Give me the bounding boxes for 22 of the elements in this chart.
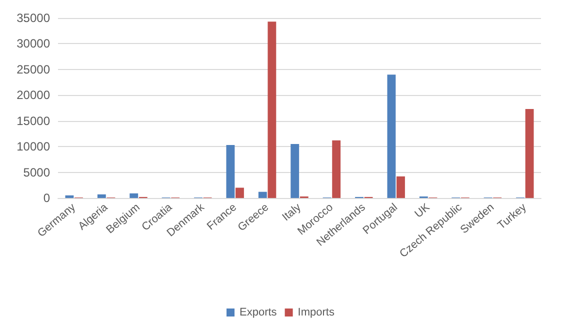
legend-label: Exports	[240, 306, 278, 318]
y-tick-label: 35000	[16, 11, 50, 25]
y-tick-label: 5000	[23, 165, 50, 180]
y-tick-label: 10000	[16, 140, 50, 154]
y-tick-label: 15000	[16, 114, 50, 128]
bar	[387, 74, 396, 198]
bar	[290, 144, 300, 198]
bar	[258, 192, 267, 198]
bar	[226, 145, 235, 198]
bar	[332, 140, 341, 198]
bar	[130, 193, 138, 198]
bar	[268, 22, 276, 198]
bar	[236, 188, 244, 198]
y-tick-label: 30000	[16, 36, 50, 51]
bar	[97, 194, 106, 198]
bar	[525, 109, 534, 198]
legend-label: Imports	[298, 306, 335, 318]
y-tick-label: 20000	[16, 88, 50, 102]
bar	[396, 176, 405, 198]
bar	[65, 195, 74, 198]
y-tick-label: 0	[43, 191, 50, 205]
y-tick-label: 25000	[16, 62, 50, 76]
